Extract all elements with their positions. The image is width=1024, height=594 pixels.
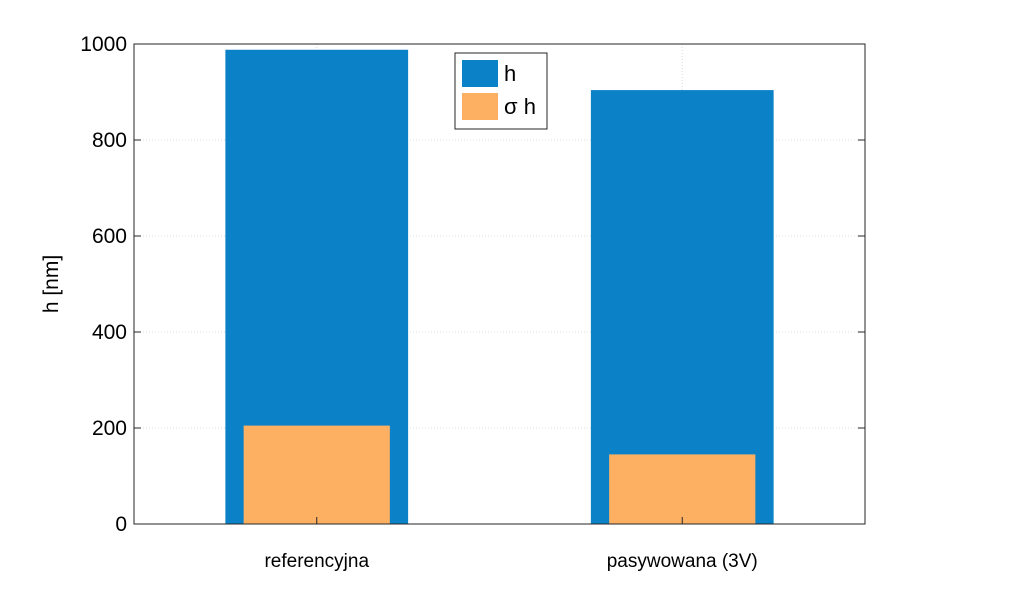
bar-sigma-h-1 (609, 454, 756, 524)
y-tick-label: 1000 (80, 33, 127, 56)
x-tick-label: referencyjna (264, 551, 369, 572)
x-tick-label: pasywowana (3V) (607, 551, 758, 572)
y-tick-label: 800 (92, 129, 127, 152)
x-tick-labels: referencyjna pasywowana (3V) (264, 517, 758, 572)
y-axis-label: h [nm] (40, 255, 63, 313)
bar-h-1 (590, 90, 774, 524)
legend-label: h (504, 61, 516, 86)
y-tick-label: 400 (92, 321, 127, 344)
bars (225, 49, 774, 524)
legend-label: σ h (504, 94, 536, 119)
legend-swatch (462, 60, 498, 87)
plot-frame (133, 43, 866, 525)
y-tick-label: 600 (92, 225, 127, 248)
y-tick-label: 200 (92, 417, 127, 440)
legend: h σ h (454, 52, 548, 130)
legend-swatch (462, 93, 498, 120)
bar-sigma-h-0 (243, 425, 390, 524)
y-tick-label: 0 (115, 513, 127, 536)
y-ticks: 0 200 400 600 800 1000 (80, 33, 865, 536)
